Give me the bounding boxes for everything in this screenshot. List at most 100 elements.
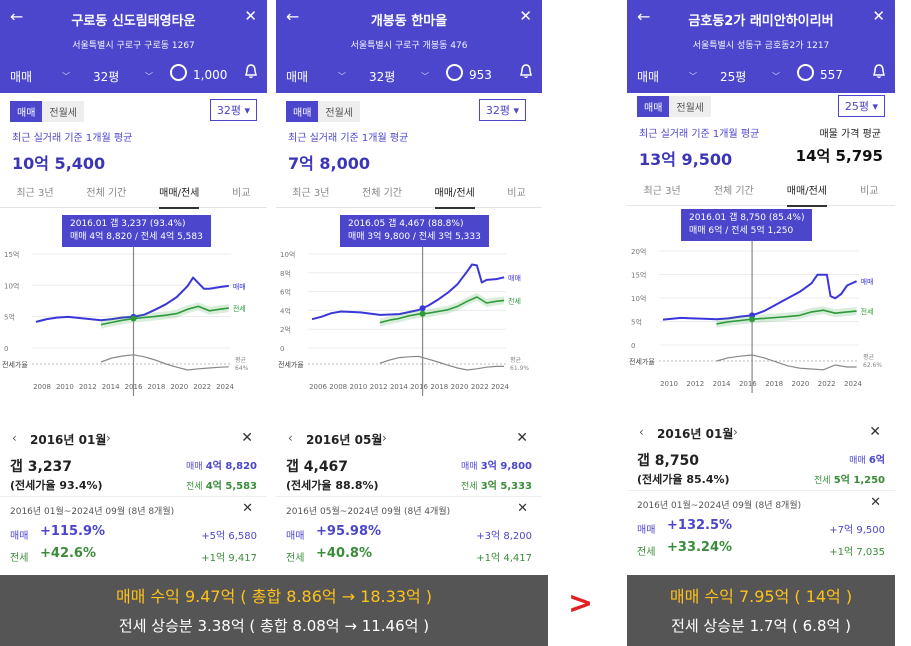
x-tick-label: 2012 <box>370 383 388 391</box>
banner-sale-profit: 매매 수익 7.95억 ( 14억 ) <box>669 587 853 606</box>
tab-sale-jeonse[interactable]: 매매/전세 <box>159 184 200 209</box>
close-icon[interactable]: ✕ <box>242 501 253 516</box>
close-icon[interactable]: ✕ <box>872 7 885 25</box>
tab-compare[interactable]: 비교 <box>232 188 251 199</box>
back-arrow-icon[interactable]: ← <box>10 7 24 26</box>
caret-down-icon: ▾ <box>244 104 250 117</box>
tab-compare[interactable]: 비교 <box>507 188 526 199</box>
tooltip-line1: 2016.01 갭 3,237 (93.4%) <box>70 219 186 229</box>
talk-count[interactable]: 557 <box>820 68 843 82</box>
trade-type-select[interactable]: 매매 <box>10 70 33 84</box>
y-tick-label: 15억 <box>631 272 646 280</box>
sale-price: 4억 8,820 <box>205 461 257 472</box>
deal-type-toggle[interactable]: 매매 전월세 <box>637 96 712 117</box>
tooltip-line1: 2016.01 갭 8,750 (85.4%) <box>689 213 805 223</box>
next-month-icon[interactable]: › <box>733 425 738 439</box>
speech-bubble-icon[interactable] <box>446 64 463 81</box>
toggle-sale[interactable]: 매매 <box>637 96 670 117</box>
jeonse-price: 3억 5,333 <box>480 481 532 492</box>
close-icon[interactable]: ✕ <box>241 430 253 446</box>
toggle-rent[interactable]: 전월세 <box>669 96 712 117</box>
jeonse-return-label: 전세 <box>10 553 29 564</box>
bell-icon[interactable] <box>244 64 258 79</box>
chevron-down-icon: ﹀ <box>338 72 346 81</box>
caret-down-icon: ▾ <box>872 100 878 113</box>
close-icon[interactable]: ✕ <box>519 7 532 25</box>
gap-amount: 갭 8,750 <box>637 453 700 469</box>
talk-count[interactable]: 953 <box>469 68 492 82</box>
banner-jeonse-gain: 전세 상승분 1.7억 ( 6.8억 ) <box>671 617 851 635</box>
toggle-rent[interactable]: 전월세 <box>42 101 85 122</box>
bell-icon[interactable] <box>872 64 886 79</box>
prev-month-icon[interactable]: ‹ <box>288 431 293 445</box>
back-arrow-icon[interactable]: ← <box>637 7 651 26</box>
jeonse-price-line <box>716 309 857 325</box>
x-tick-label: 2020 <box>792 380 810 388</box>
size-dropdown[interactable]: 25평 ▾ <box>837 95 885 117</box>
tab-all-period[interactable]: 전체 기간 <box>713 186 754 197</box>
chart-tooltip: 2016.01 갭 8,750 (85.4%) 매매 6억 / 전세 5억 1,… <box>681 209 813 241</box>
back-arrow-icon[interactable]: ← <box>286 7 300 26</box>
next-month-icon[interactable]: › <box>382 431 387 445</box>
trade-type-select[interactable]: 매매 <box>286 70 309 84</box>
x-tick-label: 2020 <box>170 383 188 391</box>
chevron-down-icon: ﹀ <box>689 72 697 81</box>
close-icon[interactable]: ✕ <box>517 501 528 516</box>
next-month-icon[interactable]: › <box>106 431 111 445</box>
size-select[interactable]: 32평 <box>93 70 120 84</box>
chevron-down-icon: ﹀ <box>145 72 153 81</box>
prev-month-icon[interactable]: ‹ <box>12 431 17 445</box>
gap-amount: 갭 4,467 <box>286 459 349 475</box>
x-tick-label: 2016 <box>410 383 428 391</box>
close-icon[interactable]: ✕ <box>244 7 257 25</box>
complex-title: 금호동2가 래미안하이리버 <box>688 14 834 29</box>
prev-month-icon[interactable]: ‹ <box>639 425 644 439</box>
deal-type-toggle[interactable]: 매매 전월세 <box>286 101 361 122</box>
average-label: 최근 실거래 기준 1개월 평균 <box>288 133 409 144</box>
tab-recent-3y[interactable]: 최근 3년 <box>292 188 330 199</box>
tooltip-line2: 매매 6억 / 전세 5억 1,250 <box>689 226 794 236</box>
jeonse-price-line <box>379 296 505 324</box>
tab-all-period[interactable]: 전체 기간 <box>86 188 127 199</box>
tab-sale-jeonse[interactable]: 매매/전세 <box>786 182 827 207</box>
tab-recent-3y[interactable]: 최근 3년 <box>16 188 54 199</box>
toggle-sale[interactable]: 매매 <box>286 101 319 122</box>
tab-sale-jeonse[interactable]: 매매/전세 <box>434 184 475 209</box>
y-tick-label: 10억 <box>4 282 19 290</box>
close-icon[interactable]: ✕ <box>869 424 881 440</box>
bell-icon[interactable] <box>519 64 533 79</box>
sale-return-pct: +115.9% <box>40 524 106 539</box>
deal-type-toggle[interactable]: 매매 전월세 <box>10 101 85 122</box>
size-dropdown-value: 32평 <box>485 104 510 117</box>
series-label: 전세 <box>233 304 246 313</box>
listing-average-price: 14억 5,795 <box>795 147 883 165</box>
size-dropdown[interactable]: 32평 ▾ <box>209 99 257 121</box>
close-icon[interactable]: ✕ <box>516 430 528 446</box>
tab-compare[interactable]: 비교 <box>860 186 879 197</box>
size-dropdown-value: 32평 <box>216 104 241 117</box>
y-tick-label: 5억 <box>4 314 15 322</box>
close-icon[interactable]: ✕ <box>870 495 881 510</box>
size-dropdown[interactable]: 32평 ▾ <box>478 99 526 121</box>
talk-count[interactable]: 1,000 <box>193 68 228 82</box>
jeonse-ratio: (전세가율 93.4%) <box>10 479 103 492</box>
toggle-sale[interactable]: 매매 <box>10 101 43 122</box>
sale-return-pct: +132.5% <box>667 518 733 533</box>
jeonse-label: 전세 <box>185 482 203 492</box>
toggle-rent[interactable]: 전월세 <box>318 101 361 122</box>
jeonse-band <box>379 293 505 327</box>
tab-all-period[interactable]: 전체 기간 <box>362 188 402 199</box>
trade-type-select[interactable]: 매매 <box>637 70 660 84</box>
speech-bubble-icon[interactable] <box>797 64 814 81</box>
tab-recent-3y[interactable]: 최근 3년 <box>643 186 681 197</box>
size-select[interactable]: 32평 <box>369 70 396 84</box>
sale-price: 6억 <box>868 455 885 466</box>
chevron-down-icon: ﹀ <box>772 72 780 81</box>
y-tick-label: 0 <box>4 345 8 353</box>
app-header: ← 구로동 신도림태영타운 ✕ 서울특별시 구로구 구로동 1267 매매 ﹀ … <box>0 0 267 93</box>
speech-bubble-icon[interactable] <box>170 64 187 81</box>
size-select[interactable]: 25평 <box>720 70 747 84</box>
